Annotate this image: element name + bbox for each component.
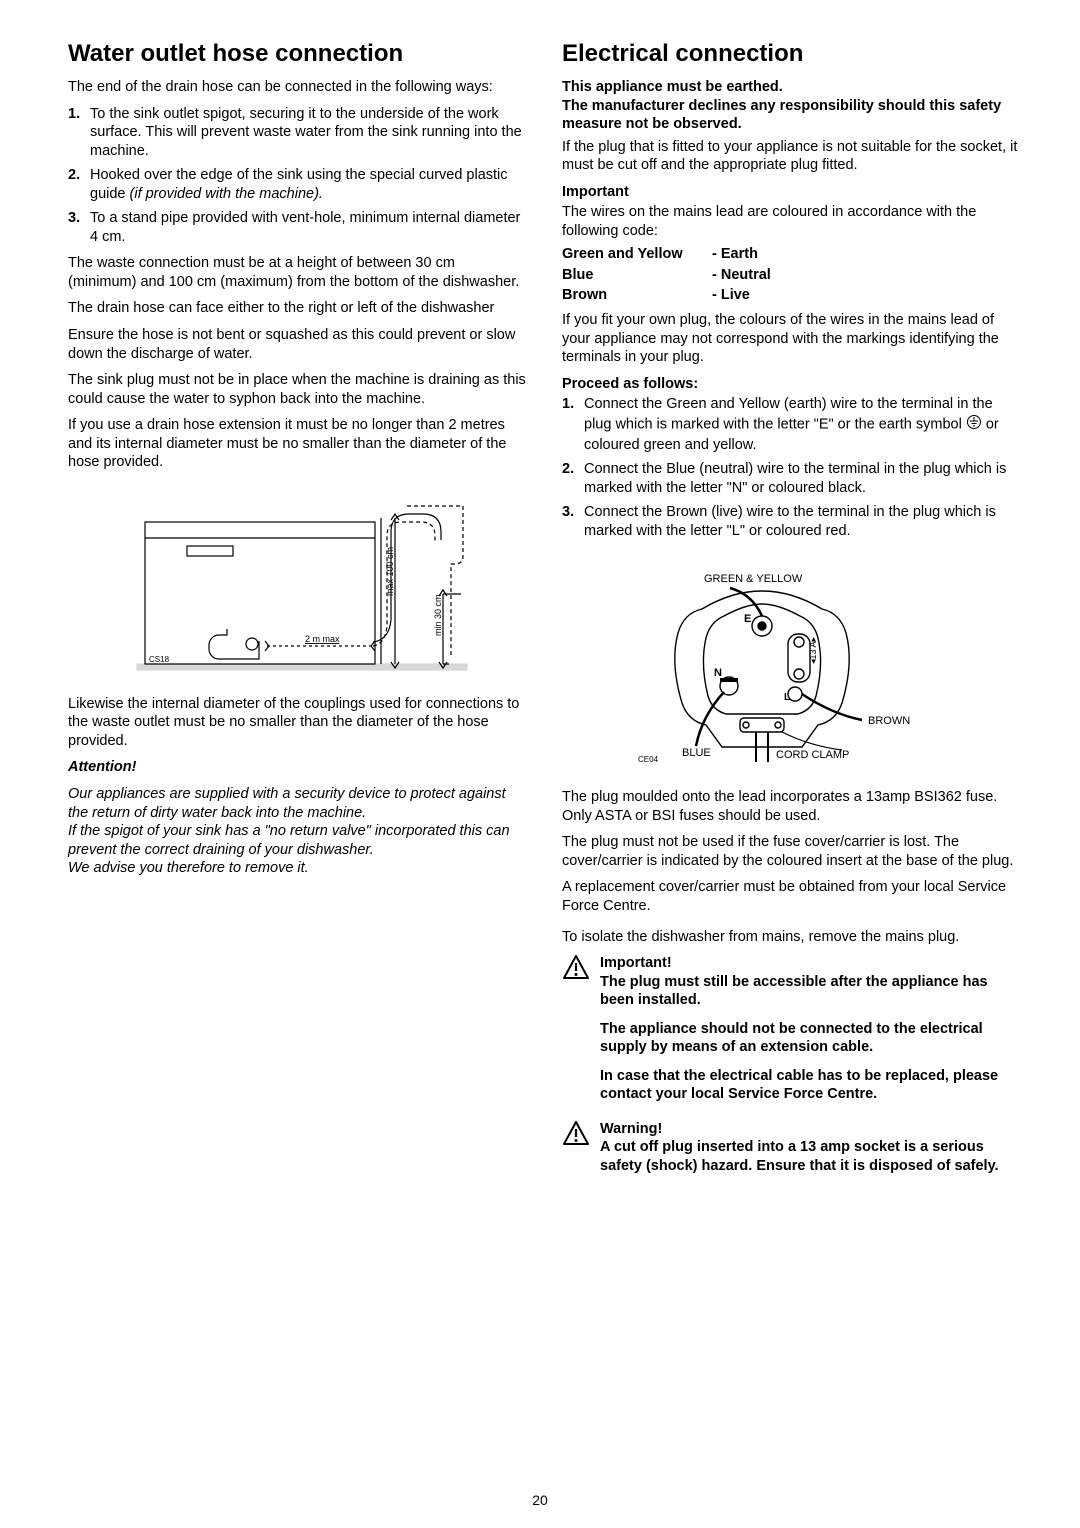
diagram-2m: 2 m max bbox=[305, 634, 340, 644]
right-step-3-text: Connect the Brown (live) wire to the ter… bbox=[584, 504, 996, 539]
wire-row-earth: Green and Yellow- Earth bbox=[562, 244, 1020, 264]
left-column: Water outlet hose connection The end of … bbox=[68, 40, 526, 1186]
right-steps-list: 1.Connect the Green and Yellow (earth) w… bbox=[562, 395, 1020, 540]
right-bold2: The manufacturer declines any responsibi… bbox=[562, 98, 1001, 133]
warning-triangle-icon bbox=[562, 1120, 590, 1146]
left-step-1-text: To the sink outlet spigot, securing it t… bbox=[90, 106, 522, 159]
important-block: Important! The plug must still be access… bbox=[562, 954, 1020, 1114]
warning-block: Warning! A cut off plug inserted into a … bbox=[562, 1120, 1020, 1186]
diagram-max: max 100 cm bbox=[385, 547, 395, 596]
diagram-code: CS18 bbox=[149, 655, 170, 664]
warning-triangle-icon bbox=[562, 954, 590, 980]
left-p5: If you use a drain hose extension it mus… bbox=[68, 416, 526, 472]
right-step-2: 2.Connect the Blue (neutral) wire to the… bbox=[562, 460, 1020, 497]
plug-label-blue: BLUE bbox=[682, 747, 711, 759]
left-p3: Ensure the hose is not bent or squashed … bbox=[68, 326, 526, 363]
left-step-3-text: To a stand pipe provided with vent-hole,… bbox=[90, 210, 520, 245]
right-p2: The wires on the mains lead are coloured… bbox=[562, 203, 1020, 240]
left-p6: Likewise the internal diameter of the co… bbox=[68, 695, 526, 751]
sink-diagram: CS18 2 m max max 100 cm min 30 cm bbox=[117, 486, 477, 681]
wire-color-table: Green and Yellow- Earth Blue- Neutral Br… bbox=[562, 244, 1020, 305]
attention-body: Our appliances are supplied with a secur… bbox=[68, 785, 526, 878]
left-steps-list: 1.To the sink outlet spigot, securing it… bbox=[68, 105, 526, 247]
right-p7: To isolate the dishwasher from mains, re… bbox=[562, 928, 1020, 947]
left-step-3: 3.To a stand pipe provided with vent-hol… bbox=[68, 209, 526, 246]
right-p4: The plug moulded onto the lead incorpora… bbox=[562, 788, 1020, 825]
plug-label-cord: CORD CLAMP bbox=[776, 749, 849, 761]
plug-label-gy: GREEN & YELLOW bbox=[704, 573, 803, 585]
left-p4: The sink plug must not be in place when … bbox=[68, 371, 526, 408]
left-p1: The waste connection must be at a height… bbox=[68, 254, 526, 291]
important-p1: The plug must still be accessible after … bbox=[600, 973, 1020, 1010]
warning-p: A cut off plug inserted into a 13 amp so… bbox=[600, 1138, 1020, 1175]
important-p2: The appliance should not be connected to… bbox=[600, 1020, 1020, 1057]
right-step-1: 1.Connect the Green and Yellow (earth) w… bbox=[562, 395, 1020, 454]
warning-heading: Warning! bbox=[600, 1120, 1020, 1139]
heading-water-outlet: Water outlet hose connection bbox=[68, 40, 526, 68]
left-p2: The drain hose can face either to the ri… bbox=[68, 299, 526, 318]
columns: Water outlet hose connection The end of … bbox=[68, 40, 1020, 1186]
right-step-2-text: Connect the Blue (neutral) wire to the t… bbox=[584, 461, 1006, 496]
right-column: Electrical connection This appliance mus… bbox=[562, 40, 1020, 1186]
plug-label-n: N bbox=[714, 667, 722, 679]
plug-diagram: GREEN & YELLOW E N L ◂13 A▸ BLUE BROWN C… bbox=[632, 554, 952, 774]
plug-diagram-code: CE04 bbox=[638, 755, 659, 764]
plug-label-l: L bbox=[784, 692, 790, 703]
page-number: 20 bbox=[0, 1492, 1080, 1508]
right-p5: The plug must not be used if the fuse co… bbox=[562, 833, 1020, 870]
right-p1: If the plug that is fitted to your appli… bbox=[562, 138, 1020, 175]
plug-label-brown: BROWN bbox=[868, 715, 910, 727]
plug-label-e: E bbox=[744, 613, 751, 625]
important-heading: Important! bbox=[600, 954, 1020, 973]
earth-symbol-icon bbox=[966, 414, 982, 436]
right-p3: If you fit your own plug, the colours of… bbox=[562, 311, 1020, 367]
right-bold-intro: This appliance must be earthed. The manuf… bbox=[562, 78, 1020, 134]
right-bold1: This appliance must be earthed. bbox=[562, 79, 783, 95]
heading-electrical: Electrical connection bbox=[562, 40, 1020, 68]
wire-row-neutral: Blue- Neutral bbox=[562, 265, 1020, 285]
plug-label-amp: ◂13 A▸ bbox=[808, 637, 818, 665]
left-step-2: 2.Hooked over the edge of the sink using… bbox=[68, 166, 526, 203]
important-p3: In case that the electrical cable has to… bbox=[600, 1067, 1020, 1104]
left-step-2-italic: (if provided with the machine). bbox=[130, 186, 323, 202]
right-step-1-pre: Connect the Green and Yellow (earth) wir… bbox=[584, 396, 993, 432]
warning-text: Warning! A cut off plug inserted into a … bbox=[600, 1120, 1020, 1186]
left-intro: The end of the drain hose can be connect… bbox=[68, 78, 526, 97]
diagram-min: min 30 cm bbox=[433, 594, 443, 636]
page: Water outlet hose connection The end of … bbox=[0, 0, 1080, 1528]
wire-row-live: Brown- Live bbox=[562, 285, 1020, 305]
important-subheading: Important bbox=[562, 183, 1020, 202]
attention-heading: Attention! bbox=[68, 758, 526, 777]
left-step-1: 1.To the sink outlet spigot, securing it… bbox=[68, 105, 526, 161]
important-text: Important! The plug must still be access… bbox=[600, 954, 1020, 1114]
proceed-heading: Proceed as follows: bbox=[562, 375, 1020, 394]
right-step-3: 3.Connect the Brown (live) wire to the t… bbox=[562, 503, 1020, 540]
right-p6: A replacement cover/carrier must be obta… bbox=[562, 878, 1020, 915]
